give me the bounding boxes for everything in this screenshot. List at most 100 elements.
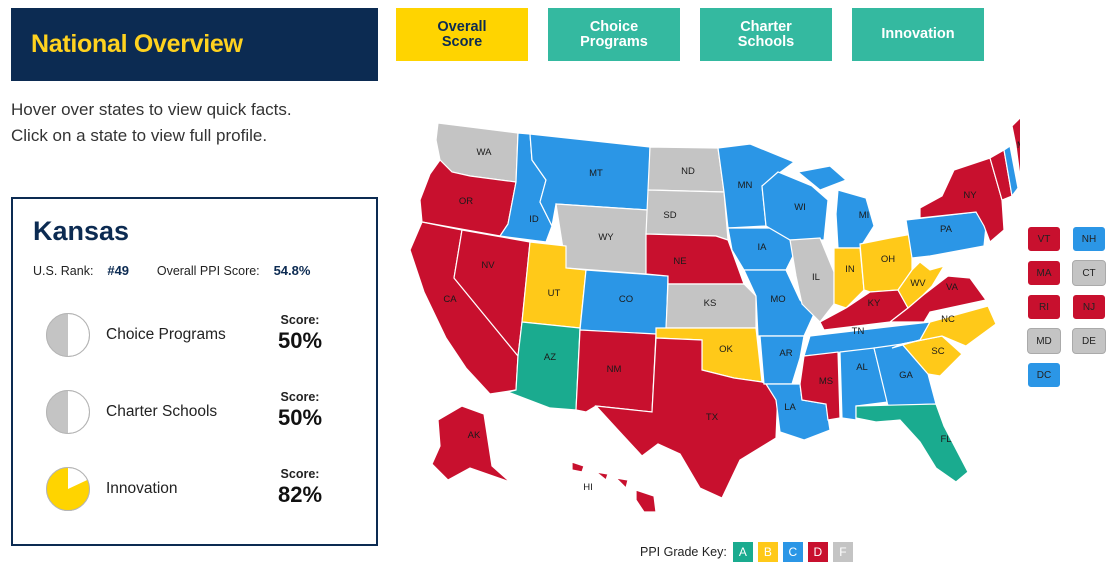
pie-outline	[46, 467, 90, 511]
state-label-mt: MT	[589, 168, 603, 179]
state-label-nv: NV	[481, 260, 495, 271]
pie-slice	[46, 390, 68, 434]
us-map-svg: WA OR CA NV ID MT WY UT AZ CO NM ND SD NE KS OK TX MN IA MO…	[409, 109, 1047, 513]
state-SD[interactable]	[645, 189, 729, 241]
grade-key-f: F	[832, 542, 853, 562]
state-label-wi: WI	[794, 202, 806, 213]
state-label-ga: GA	[899, 370, 913, 381]
state-NY[interactable]	[919, 157, 1005, 244]
state-label-ks: KS	[704, 298, 717, 309]
state-label-pa: PA	[940, 224, 953, 235]
state-info-panel: Kansas U.S. Rank: #49 Overall PPI Score:…	[11, 197, 378, 546]
state-label-il: IL	[812, 272, 820, 283]
grade-key-a: A	[732, 542, 753, 562]
state-HI[interactable]	[571, 461, 657, 513]
state-label-nc: NC	[941, 314, 955, 325]
tab-label-line1: Choice	[589, 18, 639, 35]
tab-charter-schools[interactable]: Charter Schools	[700, 8, 832, 61]
state-AR[interactable]	[759, 335, 805, 385]
state-label-or: OR	[459, 196, 473, 207]
metric-charter-schools: Charter Schools Score: 50%	[45, 389, 375, 439]
state-FL[interactable]	[855, 403, 969, 483]
state-label-mn: MN	[738, 180, 753, 191]
state-label-tx: TX	[706, 412, 719, 423]
us-map: WA OR CA NV ID MT WY UT AZ CO NM ND SD NE KS OK TX MN IA MO…	[400, 100, 1047, 520]
hint-hover: Hover over states to view quick facts.	[11, 100, 292, 119]
small-state-ct[interactable]: CT	[1072, 260, 1106, 286]
score-label: Score:	[280, 467, 320, 481]
tab-label: Innovation	[881, 26, 955, 42]
state-AK[interactable]	[431, 405, 511, 483]
state-WV[interactable]	[897, 261, 946, 309]
state-label-co: CO	[619, 294, 633, 305]
state-label-sd: SD	[663, 210, 676, 221]
score-label: Score:	[280, 313, 320, 327]
instructions: Hover over states to view quick facts. C…	[11, 97, 292, 149]
pie-slice	[46, 467, 90, 511]
small-state-vt[interactable]: VT	[1027, 226, 1061, 252]
state-TX[interactable]	[594, 337, 779, 499]
ppi-label: Overall PPI Score:	[156, 264, 260, 278]
grade-key-d: D	[807, 542, 828, 562]
hint-click: Click on a state to view full profile.	[11, 126, 268, 145]
state-label-al: AL	[856, 362, 868, 373]
small-state-nh[interactable]: NH	[1072, 226, 1106, 252]
pie-slice	[46, 313, 68, 357]
small-state-ri[interactable]: RI	[1027, 294, 1061, 320]
state-NC[interactable]	[891, 305, 997, 349]
state-NH-map[interactable]	[1003, 144, 1019, 198]
state-label-ak: AK	[468, 430, 481, 441]
small-state-ma[interactable]: MA	[1027, 260, 1061, 286]
state-label-ar: AR	[779, 348, 792, 359]
rank-value: #49	[107, 263, 130, 278]
state-label-ia: IA	[758, 242, 768, 253]
rank-label: U.S. Rank:	[33, 264, 94, 278]
tab-label-line2: Programs	[580, 33, 648, 50]
tab-label-line2: Score	[441, 33, 483, 50]
state-label-in: IN	[845, 264, 855, 275]
state-label-az: AZ	[544, 352, 556, 363]
charter-schools-pie-chart	[46, 390, 90, 434]
state-label-ny: NY	[963, 190, 977, 201]
small-state-de[interactable]: DE	[1072, 328, 1106, 354]
state-label-wv: WV	[910, 278, 926, 289]
score-value: 82%	[277, 482, 323, 507]
state-label-tn: TN	[852, 326, 865, 337]
state-GA[interactable]	[873, 343, 937, 407]
small-state-nj[interactable]: NJ	[1072, 294, 1106, 320]
state-label-ut: UT	[548, 288, 561, 299]
pie-outline	[46, 390, 90, 434]
state-IL[interactable]	[789, 237, 835, 323]
small-state-md[interactable]: MD	[1027, 328, 1061, 354]
tab-overall-score[interactable]: Overall Score	[396, 8, 528, 61]
state-KS[interactable]	[665, 283, 757, 329]
state-label-ok: OK	[719, 344, 733, 355]
score-label: Score:	[280, 390, 320, 404]
state-PA[interactable]	[905, 211, 987, 259]
score-value: 50%	[277, 405, 323, 430]
state-label-me: ME	[1017, 140, 1020, 151]
metric-choice-programs: Choice Programs Score: 50%	[45, 312, 375, 362]
state-label-la: LA	[784, 402, 796, 413]
state-label-nm: NM	[607, 364, 622, 375]
pie-outline	[46, 313, 90, 357]
state-label-hi: HI	[583, 482, 593, 493]
state-label-mo: MO	[770, 294, 785, 305]
choice-programs-pie-chart	[46, 313, 90, 357]
metric-label: Choice Programs	[106, 326, 226, 343]
state-label-wy: WY	[598, 232, 614, 243]
state-label-oh: OH	[881, 254, 895, 265]
metric-label: Charter Schools	[106, 403, 218, 420]
state-label-ms: MS	[819, 376, 833, 387]
state-MO[interactable]	[743, 269, 815, 337]
state-WI[interactable]	[761, 171, 829, 241]
small-state-dc[interactable]: DC	[1027, 362, 1061, 388]
ppi-value: 54.8%	[273, 263, 311, 278]
state-label-id: ID	[529, 214, 539, 225]
state-MS[interactable]	[799, 351, 841, 421]
metric-label: Innovation	[106, 480, 178, 497]
ppi-grade-key: PPI Grade Key: A B C D F	[640, 542, 858, 562]
tab-choice-programs[interactable]: Choice Programs	[548, 8, 680, 61]
state-label-va: VA	[946, 282, 959, 293]
tab-innovation[interactable]: Innovation	[852, 8, 984, 61]
